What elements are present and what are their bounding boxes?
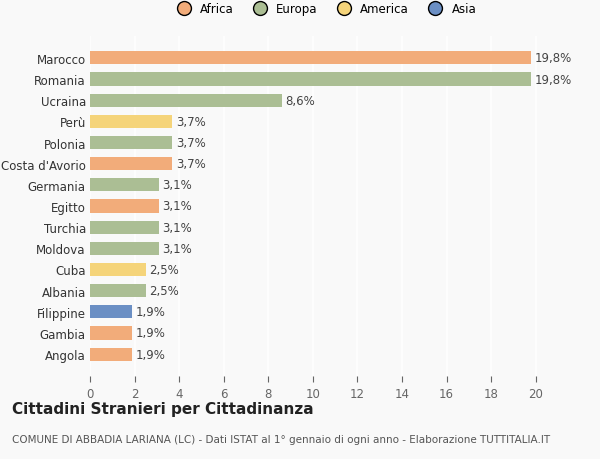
Text: Cittadini Stranieri per Cittadinanza: Cittadini Stranieri per Cittadinanza xyxy=(12,402,314,417)
Bar xyxy=(90,73,531,86)
Bar xyxy=(90,137,172,150)
Bar xyxy=(90,263,146,276)
Text: 3,7%: 3,7% xyxy=(176,137,206,150)
Legend: Africa, Europa, America, Asia: Africa, Europa, America, Asia xyxy=(167,0,481,21)
Text: 3,1%: 3,1% xyxy=(163,221,192,234)
Bar xyxy=(90,116,172,129)
Bar xyxy=(90,285,146,297)
Text: 19,8%: 19,8% xyxy=(535,52,572,65)
Text: 1,9%: 1,9% xyxy=(136,327,166,340)
Text: 2,5%: 2,5% xyxy=(149,263,179,276)
Bar xyxy=(90,242,159,255)
Text: 2,5%: 2,5% xyxy=(149,285,179,297)
Text: 1,9%: 1,9% xyxy=(136,348,166,361)
Bar xyxy=(90,179,159,192)
Bar xyxy=(90,95,281,107)
Text: 3,7%: 3,7% xyxy=(176,158,206,171)
Text: COMUNE DI ABBADIA LARIANA (LC) - Dati ISTAT al 1° gennaio di ogni anno - Elabora: COMUNE DI ABBADIA LARIANA (LC) - Dati IS… xyxy=(12,434,550,444)
Text: 3,7%: 3,7% xyxy=(176,116,206,129)
Text: 8,6%: 8,6% xyxy=(285,95,315,107)
Text: 3,1%: 3,1% xyxy=(163,179,192,192)
Text: 3,1%: 3,1% xyxy=(163,200,192,213)
Bar xyxy=(90,327,133,340)
Bar xyxy=(90,221,159,234)
Text: 19,8%: 19,8% xyxy=(535,73,572,86)
Text: 1,9%: 1,9% xyxy=(136,306,166,319)
Bar xyxy=(90,348,133,361)
Bar xyxy=(90,52,531,65)
Bar xyxy=(90,158,172,171)
Text: 3,1%: 3,1% xyxy=(163,242,192,255)
Bar xyxy=(90,306,133,319)
Bar xyxy=(90,200,159,213)
